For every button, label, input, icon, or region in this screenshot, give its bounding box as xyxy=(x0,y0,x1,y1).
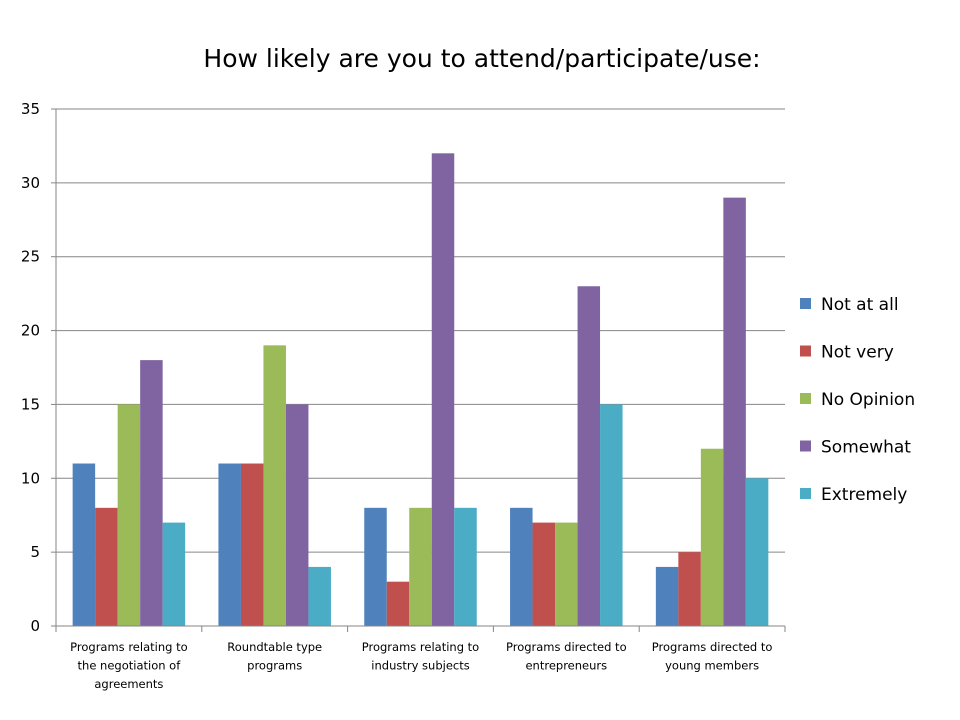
chart-title: How likely are you to attend/participate… xyxy=(203,44,761,73)
legend-swatch xyxy=(800,345,811,357)
bar-somewhat-1 xyxy=(285,404,309,626)
bar-no-opinion-0 xyxy=(117,404,141,626)
bar-not-at-all-3 xyxy=(510,507,533,626)
bar-extremely-3 xyxy=(600,404,623,626)
x-category-label: Programs directed to entrepreneurs xyxy=(506,640,627,673)
x-category-label-line: entrepreneurs xyxy=(525,659,607,673)
legend-swatch xyxy=(800,488,811,499)
y-tick-label: 15 xyxy=(21,395,40,413)
bar-not-very-3 xyxy=(532,522,556,626)
x-category-label: Programs relating to the negotiation of ag… xyxy=(70,640,187,691)
bar-not-very-2 xyxy=(386,581,410,626)
bar-not-very-1 xyxy=(240,463,264,626)
gridlines xyxy=(56,108,785,553)
bar-somewhat-2 xyxy=(431,153,455,627)
bar-not-at-all-2 xyxy=(364,507,387,626)
y-tick-label: 10 xyxy=(21,469,40,487)
x-category-label-line: Programs relating to xyxy=(362,640,479,654)
bar-extremely-1 xyxy=(308,566,331,626)
y-tick-label: 5 xyxy=(30,543,40,561)
bar-extremely-2 xyxy=(454,507,477,626)
x-category-label-line: Roundtable type xyxy=(227,640,322,654)
bar-no-opinion-3 xyxy=(555,522,578,626)
y-tick-label: 30 xyxy=(21,174,40,192)
bar-no-opinion-1 xyxy=(263,345,286,626)
bar-not-at-all-1 xyxy=(218,463,241,626)
axes: 0 5 10 15 20 25 30 35 Programs relating to the ne… xyxy=(21,100,786,691)
x-category-label-line: Programs relating to xyxy=(70,640,187,654)
bar-somewhat-3 xyxy=(577,286,601,626)
legend-label: Somewhat xyxy=(821,438,911,458)
bar-not-very-0 xyxy=(95,507,118,626)
x-category-label-line: young members xyxy=(665,659,759,673)
x-category-label: Roundtable type programs xyxy=(227,640,322,673)
legend-label: Extremely xyxy=(821,485,907,505)
bar-not-at-all-0 xyxy=(72,463,96,626)
x-category-label: Programs directed to young members xyxy=(652,640,773,673)
y-tick-label: 25 xyxy=(21,248,40,266)
bar-not-very-4 xyxy=(678,552,701,626)
x-category-label-line: programs xyxy=(247,659,302,673)
bars xyxy=(72,153,769,627)
legend-swatch xyxy=(800,393,811,404)
bar-somewhat-0 xyxy=(140,360,163,626)
bar-extremely-4 xyxy=(745,478,769,626)
x-category-label-line: the negotiation of xyxy=(78,659,182,673)
legend: Not at all Not very No Opinion Somewhat Extr… xyxy=(800,295,915,505)
x-category-label-line: industry subjects xyxy=(371,659,469,673)
legend-swatch xyxy=(800,298,811,309)
legend-swatch xyxy=(800,440,811,452)
y-tick-label: 35 xyxy=(21,100,40,118)
bar-no-opinion-4 xyxy=(700,448,724,626)
legend-label: Not at all xyxy=(821,295,899,315)
legend-label: No Opinion xyxy=(821,390,915,410)
x-category-label-line: agreements xyxy=(94,677,163,691)
x-category-label-line: Programs directed to xyxy=(652,640,773,654)
y-tick-label: 20 xyxy=(21,322,40,340)
bar-not-at-all-4 xyxy=(655,566,679,626)
x-category-label-line: Programs directed to xyxy=(506,640,627,654)
legend-label: Not very xyxy=(821,343,894,363)
y-tick-label: 0 xyxy=(30,617,40,635)
x-category-label: Programs relating to industry subjects xyxy=(362,640,479,673)
bar-no-opinion-2 xyxy=(409,507,432,626)
bar-extremely-0 xyxy=(162,522,186,626)
bar-somewhat-4 xyxy=(723,197,746,626)
